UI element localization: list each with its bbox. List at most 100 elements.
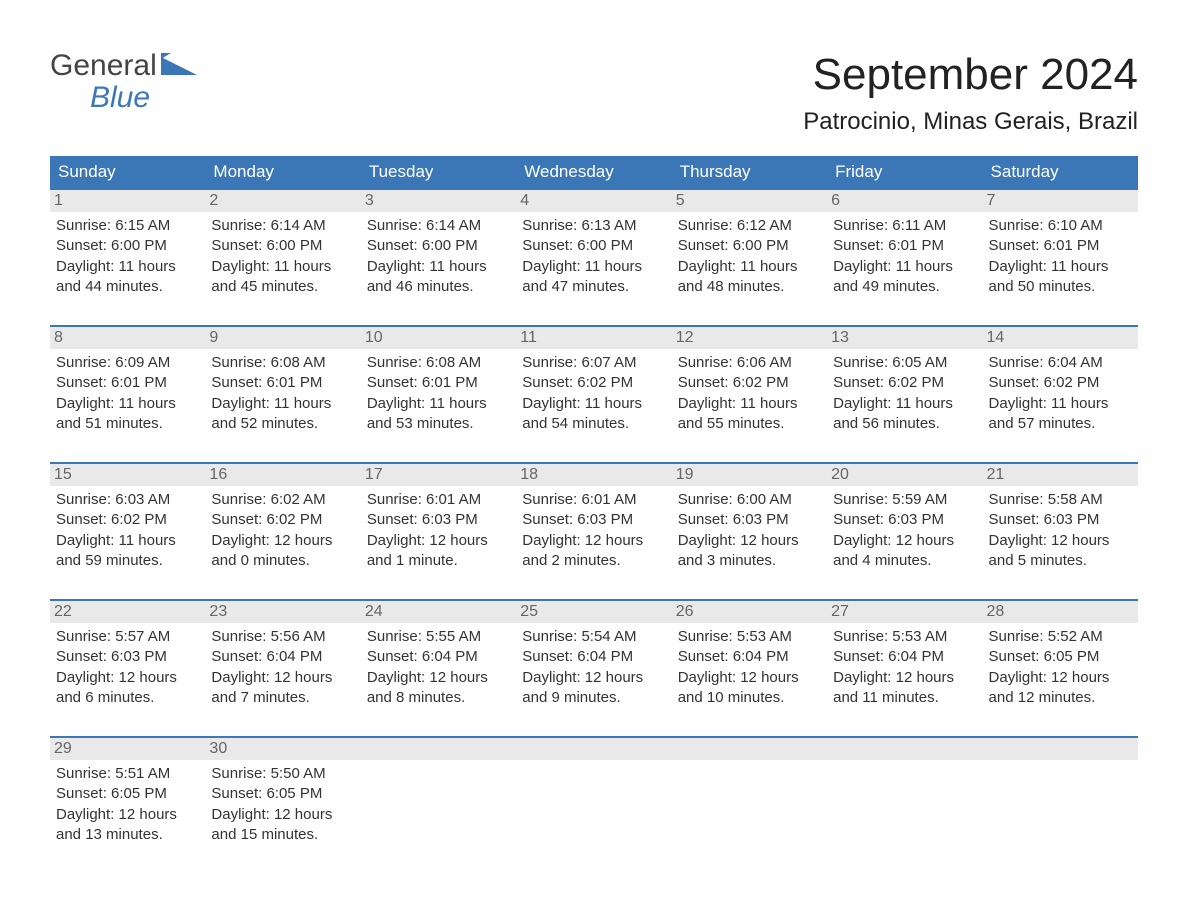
sunset-text: Sunset: 6:02 PM (989, 373, 1132, 393)
calendar-cell: 16Sunrise: 6:02 AMSunset: 6:02 PMDayligh… (205, 462, 360, 599)
sunset-text: Sunset: 6:04 PM (367, 647, 510, 667)
calendar-cell: 27Sunrise: 5:53 AMSunset: 6:04 PMDayligh… (827, 599, 982, 736)
sunrise-text: Sunrise: 5:53 AM (678, 627, 821, 647)
day-info: Sunrise: 5:56 AMSunset: 6:04 PMDaylight:… (211, 627, 354, 708)
sunrise-text: Sunrise: 6:03 AM (56, 490, 199, 510)
calendar-cell: 24 Sunrise: 5:55 AMSunset: 6:04 PMDayligh… (361, 599, 516, 736)
sunset-text: Sunset: 6:04 PM (833, 647, 976, 667)
sunrise-text: Sunrise: 5:59 AM (833, 490, 976, 510)
day-number: 26 (672, 599, 827, 623)
calendar-cell: 4 Sunrise: 6:13 AMSunset: 6:00 PMDaylight… (516, 188, 671, 325)
daylight-text: Daylight: 11 hours and 44 minutes. (56, 257, 199, 298)
daylight-text: Daylight: 12 hours and 8 minutes. (367, 668, 510, 709)
sunrise-text: Sunrise: 6:10 AM (989, 216, 1132, 236)
day-info: Sunrise: 6:04 AMSunset: 6:02 PMDaylight:… (989, 353, 1132, 434)
day-info: Sunrise: 5:55 AMSunset: 6:04 PMDaylight:… (367, 627, 510, 708)
sunrise-text: Sunrise: 6:15 AM (56, 216, 199, 236)
calendar-cell: 22Sunrise: 5:57 AMSunset: 6:03 PMDayligh… (50, 599, 205, 736)
calendar-week: 29Sunrise: 5:51 AMSunset: 6:05 PMDayligh… (50, 736, 1138, 873)
daylight-text: Daylight: 12 hours and 4 minutes. (833, 531, 976, 572)
day-number: 2 (205, 188, 360, 212)
daylight-text: Daylight: 12 hours and 12 minutes. (989, 668, 1132, 709)
sunset-text: Sunset: 6:02 PM (678, 373, 821, 393)
sunrise-text: Sunrise: 6:14 AM (367, 216, 510, 236)
day-info: Sunrise: 6:06 AMSunset: 6:02 PMDaylight:… (678, 353, 821, 434)
day-number (672, 736, 827, 760)
brand-logo: General Blue (50, 50, 197, 113)
day-number: 4 (516, 188, 671, 212)
calendar-body: 1Sunrise: 6:15 AMSunset: 6:00 PMDaylight… (50, 188, 1138, 873)
sunset-text: Sunset: 6:02 PM (56, 510, 199, 530)
day-number: 18 (516, 462, 671, 486)
calendar-cell: 18Sunrise: 6:01 AMSunset: 6:03 PMDayligh… (516, 462, 671, 599)
calendar-cell: 6 Sunrise: 6:11 AMSunset: 6:01 PMDaylight… (827, 188, 982, 325)
sunrise-text: Sunrise: 5:57 AM (56, 627, 199, 647)
day-info: Sunrise: 6:11 AMSunset: 6:01 PMDaylight:… (833, 216, 976, 297)
calendar-cell: 8 Sunrise: 6:09 AMSunset: 6:01 PMDaylight… (50, 325, 205, 462)
sunrise-text: Sunrise: 6:02 AM (211, 490, 354, 510)
header: General Blue September 2024 Patrocinio, … (50, 50, 1138, 136)
brand-flag-icon (161, 50, 197, 72)
calendar-cell: 15Sunrise: 6:03 AMSunset: 6:02 PMDayligh… (50, 462, 205, 599)
calendar-cell: 30 Sunrise: 5:50 AMSunset: 6:05 PMDayligh… (205, 736, 360, 873)
daylight-text: Daylight: 11 hours and 47 minutes. (522, 257, 665, 298)
day-info: Sunrise: 6:15 AMSunset: 6:00 PMDaylight:… (56, 216, 199, 297)
month-title: September 2024 (803, 50, 1138, 100)
day-info: Sunrise: 6:12 AMSunset: 6:00 PMDaylight:… (678, 216, 821, 297)
sunrise-text: Sunrise: 6:00 AM (678, 490, 821, 510)
brand-word1: General (50, 50, 157, 82)
daylight-text: Daylight: 12 hours and 5 minutes. (989, 531, 1132, 572)
day-info: Sunrise: 6:14 AMSunset: 6:00 PMDaylight:… (367, 216, 510, 297)
daylight-text: Daylight: 12 hours and 15 minutes. (211, 805, 354, 846)
calendar-cell: 26Sunrise: 5:53 AMSunset: 6:04 PMDayligh… (672, 599, 827, 736)
daylight-text: Daylight: 11 hours and 46 minutes. (367, 257, 510, 298)
day-number: 8 (50, 325, 205, 349)
sunrise-text: Sunrise: 6:07 AM (522, 353, 665, 373)
daylight-text: Daylight: 11 hours and 55 minutes. (678, 394, 821, 435)
day-info: Sunrise: 5:51 AMSunset: 6:05 PMDaylight:… (56, 764, 199, 845)
day-number: 7 (983, 188, 1138, 212)
calendar-cell: 17Sunrise: 6:01 AMSunset: 6:03 PMDayligh… (361, 462, 516, 599)
sunrise-text: Sunrise: 6:01 AM (522, 490, 665, 510)
sunset-text: Sunset: 6:01 PM (211, 373, 354, 393)
day-number: 16 (205, 462, 360, 486)
daylight-text: Daylight: 11 hours and 48 minutes. (678, 257, 821, 298)
calendar-cell: 9Sunrise: 6:08 AMSunset: 6:01 PMDaylight… (205, 325, 360, 462)
sunset-text: Sunset: 6:00 PM (678, 236, 821, 256)
sunset-text: Sunset: 6:04 PM (211, 647, 354, 667)
sunset-text: Sunset: 6:03 PM (56, 647, 199, 667)
sunrise-text: Sunrise: 5:50 AM (211, 764, 354, 784)
sunset-text: Sunset: 6:05 PM (56, 784, 199, 804)
day-info: Sunrise: 6:09 AMSunset: 6:01 PMDaylight:… (56, 353, 199, 434)
weekday-header: Thursday (672, 156, 827, 188)
daylight-text: Daylight: 11 hours and 50 minutes. (989, 257, 1132, 298)
day-info: Sunrise: 5:54 AMSunset: 6:04 PMDaylight:… (522, 627, 665, 708)
day-info: Sunrise: 6:01 AMSunset: 6:03 PMDaylight:… (367, 490, 510, 571)
sunset-text: Sunset: 6:01 PM (367, 373, 510, 393)
weekday-header: Tuesday (361, 156, 516, 188)
sunrise-text: Sunrise: 5:51 AM (56, 764, 199, 784)
calendar-cell (672, 736, 827, 873)
daylight-text: Daylight: 11 hours and 53 minutes. (367, 394, 510, 435)
calendar-cell: 29Sunrise: 5:51 AMSunset: 6:05 PMDayligh… (50, 736, 205, 873)
sunset-text: Sunset: 6:00 PM (522, 236, 665, 256)
sunrise-text: Sunrise: 5:52 AM (989, 627, 1132, 647)
weekday-header: Sunday (50, 156, 205, 188)
day-number: 24 (361, 599, 516, 623)
daylight-text: Daylight: 12 hours and 3 minutes. (678, 531, 821, 572)
day-info: Sunrise: 6:10 AMSunset: 6:01 PMDaylight:… (989, 216, 1132, 297)
daylight-text: Daylight: 12 hours and 1 minute. (367, 531, 510, 572)
weekday-header: Monday (205, 156, 360, 188)
day-info: Sunrise: 6:13 AMSunset: 6:00 PMDaylight:… (522, 216, 665, 297)
sunset-text: Sunset: 6:05 PM (989, 647, 1132, 667)
day-info: Sunrise: 5:50 AMSunset: 6:05 PMDaylight:… (211, 764, 354, 845)
day-number: 6 (827, 188, 982, 212)
sunrise-text: Sunrise: 6:08 AM (211, 353, 354, 373)
day-info: Sunrise: 5:59 AMSunset: 6:03 PMDaylight:… (833, 490, 976, 571)
sunset-text: Sunset: 6:02 PM (211, 510, 354, 530)
daylight-text: Daylight: 12 hours and 6 minutes. (56, 668, 199, 709)
day-number: 5 (672, 188, 827, 212)
day-number (983, 736, 1138, 760)
calendar-cell (983, 736, 1138, 873)
day-number: 30 (205, 736, 360, 760)
